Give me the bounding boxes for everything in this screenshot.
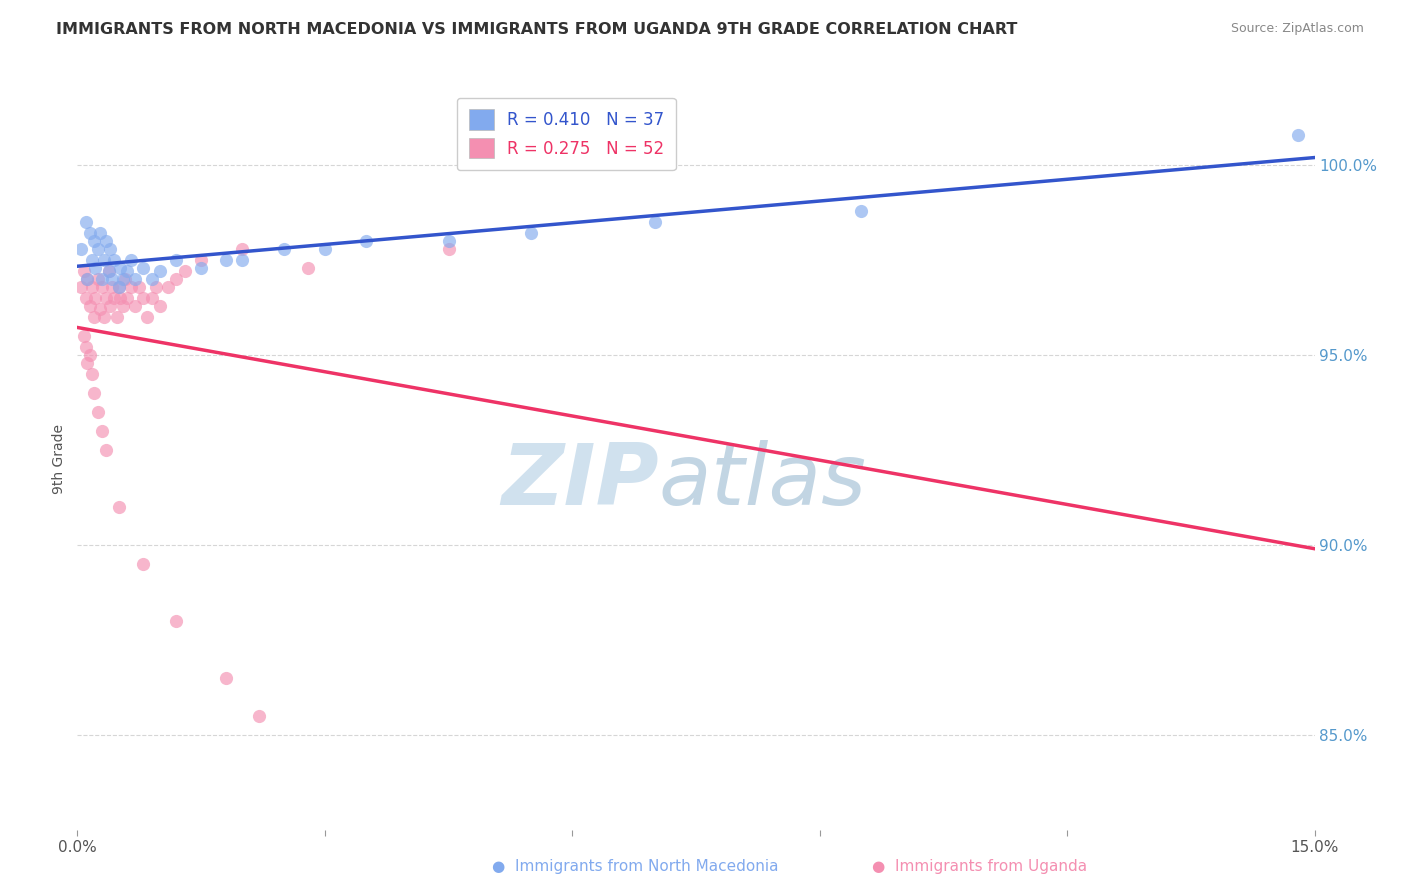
Point [103,253,125,268]
Point [91,424,114,438]
Point [165,272,187,286]
Point [73,329,96,343]
Point [297,260,319,275]
Point [136,310,159,324]
Point [96,442,118,457]
Text: ●  Immigrants from Uganda: ● Immigrants from Uganda [872,859,1087,874]
Point [273,242,295,256]
Point [98,242,121,256]
Point [190,260,212,275]
Point [79,348,101,362]
Point [215,253,238,268]
Point [520,227,543,241]
Point [231,242,253,256]
Point [82,367,104,381]
Point [70,279,93,293]
Point [83,386,105,401]
Point [1286,128,1309,142]
Point [103,291,125,305]
Point [314,242,336,256]
Point [165,614,187,628]
Point [107,279,129,293]
Point [93,253,115,268]
Point [145,279,167,293]
Point [120,253,142,268]
Point [75,340,97,354]
Point [114,272,136,286]
Point [149,299,172,313]
Point [132,260,155,275]
Point [132,557,155,571]
Point [111,272,134,286]
Point [97,264,120,278]
Point [132,291,155,305]
Point [141,272,163,286]
Point [76,272,98,286]
Point [105,310,128,324]
Point [82,253,104,268]
Point [128,279,150,293]
Point [437,242,460,256]
Point [173,264,195,278]
Point [120,279,142,293]
Text: ZIP: ZIP [501,440,659,523]
Legend: R = 0.410   N = 37, R = 0.275   N = 52: R = 0.410 N = 37, R = 0.275 N = 52 [457,97,676,169]
Point [157,279,180,293]
Point [149,264,172,278]
Point [115,264,138,278]
Point [101,279,124,293]
Point [75,215,97,229]
Point [644,215,666,229]
Point [96,291,118,305]
Point [91,279,114,293]
Point [115,291,138,305]
Point [190,253,212,268]
Point [93,310,115,324]
Point [83,310,105,324]
Point [98,299,121,313]
Point [165,253,187,268]
Point [76,272,98,286]
Point [141,291,163,305]
Text: atlas: atlas [659,440,868,523]
Point [110,291,132,305]
Point [84,260,107,275]
Point [124,299,146,313]
Point [101,272,124,286]
Point [89,227,111,241]
Point [849,203,872,218]
Point [231,253,253,268]
Point [247,708,270,723]
Point [354,234,377,248]
Point [87,405,110,419]
Point [83,234,105,248]
Point [87,272,110,286]
Point [96,234,118,248]
Point [73,264,96,278]
Point [107,279,129,293]
Point [111,299,134,313]
Point [84,291,107,305]
Point [79,227,101,241]
Point [97,264,120,278]
Point [124,272,146,286]
Point [87,242,110,256]
Y-axis label: 9th Grade: 9th Grade [52,425,66,494]
Point [76,355,98,369]
Point [110,260,132,275]
Text: IMMIGRANTS FROM NORTH MACEDONIA VS IMMIGRANTS FROM UGANDA 9TH GRADE CORRELATION : IMMIGRANTS FROM NORTH MACEDONIA VS IMMIG… [56,22,1018,37]
Point [91,272,114,286]
Point [70,242,93,256]
Point [89,302,111,317]
Point [107,500,129,514]
Point [215,671,238,685]
Text: Source: ZipAtlas.com: Source: ZipAtlas.com [1230,22,1364,36]
Point [75,291,97,305]
Point [82,279,104,293]
Text: ●  Immigrants from North Macedonia: ● Immigrants from North Macedonia [492,859,779,874]
Point [437,234,460,248]
Point [79,299,101,313]
